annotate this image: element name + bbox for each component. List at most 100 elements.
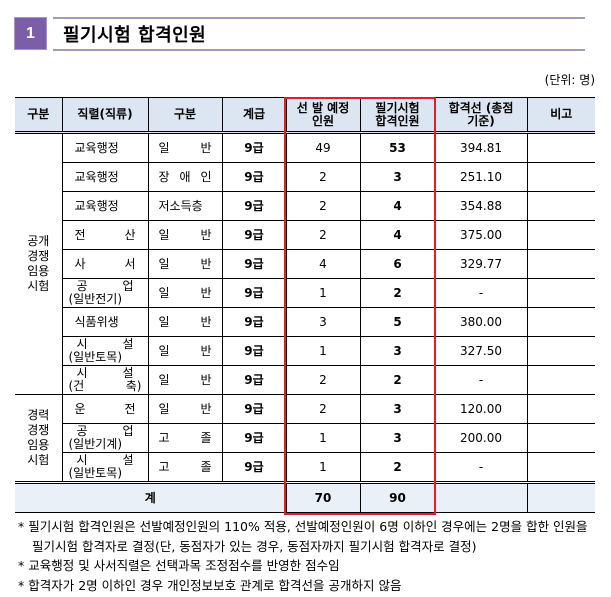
cutoff-score: 120.00 <box>434 394 528 424</box>
header-category: 구분 <box>15 97 63 134</box>
cutoff-score: 329.77 <box>434 249 528 279</box>
cutoff-score: 394.81 <box>434 132 528 163</box>
remarks-cell <box>526 452 595 483</box>
cutoff-score: - <box>434 365 528 395</box>
passed-count: 6 <box>359 249 436 279</box>
job-sub-series: (일반토목) <box>68 466 123 480</box>
planned-count: 49 <box>285 132 361 163</box>
table-header-row: 구분 직렬(직류) 구분 계급 선 발 예정인원 필기시험 합격인원 합격선 (총점기준) 비… <box>15 97 595 134</box>
type-cell: 고 졸 <box>147 423 223 453</box>
table-row: 공개 경쟁 임용 시험 교육행정 일 반 9급 49 53 394.81 <box>15 132 595 395</box>
cutoff-score: 380.00 <box>434 307 528 337</box>
total-remarks <box>526 481 595 513</box>
footnote: * 합격자가 2명 이하인 경우 개인정보보호 관계로 합격선을 공개하지 않음 <box>18 577 402 593</box>
grade-cell: 9급 <box>221 132 287 163</box>
table-row: 공 업 (일반전기) 일 반 9급 1 2- <box>15 278 595 308</box>
table-row: 시 설 (일반토목) 일 반 9급 1 3 327.50 <box>15 336 595 366</box>
passed-count: 3 <box>359 162 436 192</box>
remarks-cell <box>526 336 595 366</box>
planned-count: 4 <box>285 249 361 279</box>
planned-count: 1 <box>285 278 361 308</box>
header-grade: 계급 <box>221 97 287 134</box>
grade-cell: 9급 <box>221 423 287 453</box>
header-remarks: 비고 <box>526 97 595 134</box>
job-series-cell: 시 설 (일반토목) <box>62 452 149 483</box>
group-label: 경력 경쟁 임용 시험 <box>15 394 63 483</box>
header-type: 구분 <box>147 97 223 134</box>
remarks-cell <box>526 162 595 192</box>
cutoff-score: 251.10 <box>434 162 528 192</box>
passed-count: 53 <box>359 132 436 163</box>
footnotes: * 필기시험 합격인원은 선발예정인원의 110% 적용, 선발예정인원이 6명… <box>18 517 598 595</box>
grade-cell: 9급 <box>221 307 287 337</box>
grade-cell: 9급 <box>221 394 287 424</box>
planned-count: 2 <box>285 365 361 395</box>
type-cell: 일 반 <box>147 132 223 163</box>
cutoff-score: - <box>434 452 528 483</box>
pass-count-table: 구분 직렬(직류) 구분 계급 선 발 예정인원 필기시험 합격인원 합격선 (총점기준) 비… <box>15 97 595 513</box>
passed-count: 4 <box>359 191 436 221</box>
type-cell: 일 반 <box>147 278 223 308</box>
grade-cell: 9급 <box>221 278 287 308</box>
job-series-cell: 운 전 <box>61 394 149 424</box>
planned-count: 1 <box>285 336 361 366</box>
footnote: * 필기시험 합격인원은 선발예정인원의 110% 적용, 선발예정인원이 6명… <box>18 519 588 554</box>
remarks-cell <box>526 132 595 163</box>
passed-count: 4 <box>359 220 436 250</box>
job-series: 운 전 <box>74 401 136 416</box>
cutoff-score: 354.88 <box>434 191 528 221</box>
remarks-cell <box>526 307 595 337</box>
job-series-cell: 교육행정 <box>61 132 149 163</box>
planned-count: 2 <box>285 162 361 192</box>
type-cell: 일 반 <box>147 394 223 424</box>
title-top-rule <box>53 17 585 19</box>
planned-count: 2 <box>285 220 361 250</box>
header-job-series: 직렬(직류) <box>61 97 149 134</box>
remarks-cell <box>526 423 595 453</box>
job-sub-series: (일반기계) <box>68 437 123 451</box>
job-series: 교육행정 <box>74 198 119 213</box>
remarks-cell <box>526 394 595 424</box>
passed-count: 5 <box>359 307 436 337</box>
total-row: 계 70 90 <box>15 481 595 513</box>
type-cell: 고 졸 <box>147 452 223 483</box>
remarks-cell <box>526 278 595 308</box>
table-row: 교육행정 저소득층 9급 2 4 354.88 <box>15 191 595 221</box>
type-cell: 일 반 <box>147 307 223 337</box>
table-row: 사 서 일 반 9급 4 6 329.77 <box>15 249 595 279</box>
total-label: 계 <box>15 481 287 513</box>
type-cell: 일 반 <box>147 365 223 395</box>
remarks-cell <box>526 365 595 395</box>
remarks-cell <box>526 220 595 250</box>
planned-count: 2 <box>285 191 361 221</box>
total-cutoff <box>434 481 528 513</box>
job-series-cell: 교육행정 <box>62 191 149 221</box>
header-cutoff: 합격선 (총점기준) <box>434 97 528 134</box>
type-cell: 일 반 <box>147 220 223 250</box>
total-planned: 70 <box>285 481 361 513</box>
job-series: 공 업 <box>76 279 134 293</box>
type-cell: 일 반 <box>147 336 223 366</box>
job-series: 시 설 <box>76 337 134 351</box>
cutoff-score: - <box>434 278 528 308</box>
grade-cell: 9급 <box>221 249 287 279</box>
job-series: 식품위생 <box>74 314 119 329</box>
job-series: 전 산 <box>74 227 136 242</box>
job-series-cell: 전 산 <box>62 220 149 250</box>
type-cell: 장 애 인 <box>147 162 223 192</box>
table-row: 시 설 (일반토목) 고 졸 9급 1 2- <box>15 452 595 483</box>
title-bottom-rule <box>53 49 585 51</box>
grade-cell: 9급 <box>221 162 287 192</box>
section-title: 필기시험 합격인원 <box>63 25 207 46</box>
table-row: 식품위생 일 반 9급 3 5 380.00 <box>15 307 595 337</box>
footnote: * 교육행정 및 사서직렬은 선택과목 조정점수를 반영한 점수임 <box>18 558 340 573</box>
unit-label: (단위: 명) <box>544 73 595 87</box>
grade-cell: 9급 <box>221 452 287 483</box>
table-row: 시 설 (건 축) 일 반 9급 2 2- <box>15 365 595 395</box>
job-sub-series: (일반전기) <box>68 292 123 306</box>
passed-count: 3 <box>359 336 436 366</box>
section-number-badge: 1 <box>14 17 47 50</box>
table-row: 공 업 (일반기계) 고 졸 9급 1 3 200.00 <box>15 423 595 453</box>
job-series: 교육행정 <box>74 140 119 155</box>
job-series-cell: 교육행정 <box>62 162 149 192</box>
